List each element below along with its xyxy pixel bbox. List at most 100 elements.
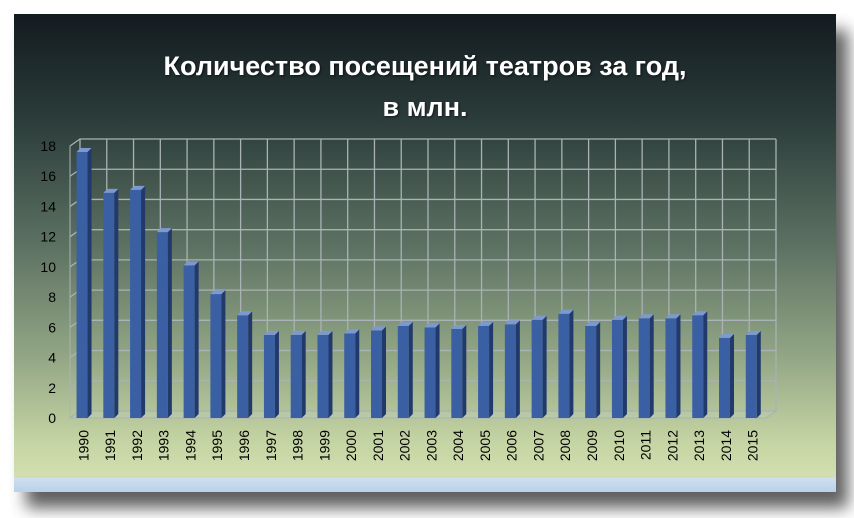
bar-top	[504, 320, 520, 325]
bar-side	[301, 330, 306, 418]
x-tick-label: 2003	[423, 430, 439, 461]
bar	[76, 152, 88, 419]
y-tick-label: 14	[40, 198, 56, 214]
bar-side	[730, 333, 735, 418]
y-tick-label: 4	[48, 350, 56, 366]
bar-side	[141, 185, 146, 418]
bar-top	[130, 185, 146, 190]
gridline-horizontal	[69, 229, 776, 238]
bar-side	[622, 315, 627, 418]
bar	[451, 328, 463, 418]
gridline-horizontal	[69, 168, 776, 177]
bar-side	[328, 330, 333, 418]
bar-top	[424, 323, 440, 328]
bar	[183, 265, 195, 418]
x-tick-label: 1991	[102, 430, 118, 461]
x-tick-label: 2011	[638, 430, 654, 460]
bar-side	[114, 188, 119, 418]
bar	[665, 318, 677, 418]
x-tick-label: 1994	[182, 430, 198, 461]
y-tick-label: 12	[40, 229, 56, 245]
bar-side	[435, 323, 440, 418]
bar-side	[221, 290, 226, 418]
bar	[210, 294, 222, 418]
bar-side	[408, 321, 413, 418]
x-tick-label: 1995	[209, 430, 225, 461]
bar	[371, 330, 383, 418]
bar-side	[676, 314, 681, 418]
bar	[531, 319, 543, 418]
bar-side	[489, 321, 494, 418]
bar	[156, 232, 168, 418]
bar	[130, 189, 142, 418]
x-tick-label: 2000	[343, 430, 359, 461]
bar	[638, 318, 650, 418]
bar-top	[183, 261, 199, 266]
y-tick-label: 18	[40, 138, 56, 154]
gridline-horizontal	[69, 289, 776, 298]
bar	[585, 325, 597, 418]
bar-top	[290, 330, 306, 335]
bar-top	[611, 315, 627, 320]
bar-top	[263, 330, 279, 335]
bar-side	[167, 228, 172, 418]
x-tick-label: 1996	[236, 430, 252, 461]
bar	[237, 315, 249, 418]
x-tick-label: 2014	[718, 430, 734, 461]
x-tick-label: 2004	[450, 430, 466, 461]
x-tick-label: 1993	[156, 430, 172, 461]
y-tick-label: 10	[40, 259, 56, 275]
bar	[478, 325, 490, 418]
bar	[317, 334, 329, 418]
x-tick-label: 1992	[129, 430, 145, 461]
bar-top	[531, 315, 547, 320]
bar-side	[382, 326, 387, 418]
bar-top	[76, 148, 92, 153]
bar-top	[317, 330, 333, 335]
bar-side	[542, 315, 547, 418]
bar	[290, 334, 302, 418]
bar	[745, 334, 757, 418]
bar-side	[355, 329, 360, 418]
bar-side	[87, 148, 92, 419]
x-tick-label: 2009	[584, 430, 600, 461]
gridline-horizontal	[69, 138, 776, 147]
panel-footer-strip	[14, 478, 836, 492]
y-tick-label: 8	[48, 289, 56, 305]
bar-side	[596, 321, 601, 418]
bar	[611, 319, 623, 418]
bar-top	[210, 290, 226, 295]
bar-side	[515, 320, 520, 418]
chart-title-line2: в млн.	[382, 92, 468, 122]
x-tick-label: 1990	[75, 430, 91, 461]
bar-side	[248, 311, 253, 418]
bar-top	[344, 329, 360, 334]
x-tick-label: 2008	[557, 430, 573, 461]
bar-side	[756, 330, 761, 418]
chart-title: Количество посещений театров за год, в м…	[14, 46, 836, 128]
bar	[504, 324, 516, 418]
bar	[424, 327, 436, 418]
y-tick-label: 16	[40, 168, 56, 184]
bar-side	[703, 311, 708, 418]
bar-top	[478, 321, 494, 326]
bar	[719, 337, 731, 418]
bar-top	[745, 330, 761, 335]
x-tick-label: 2007	[530, 430, 546, 461]
bar-top	[719, 333, 735, 338]
bar-side	[194, 261, 199, 418]
x-tick-label: 2010	[611, 430, 627, 461]
bar-top	[665, 314, 681, 319]
x-tick-label: 2015	[745, 430, 761, 461]
bar-side	[462, 324, 467, 418]
x-tick-label: 1998	[290, 430, 306, 461]
bar-side	[274, 330, 279, 418]
x-tick-label: 2001	[370, 430, 386, 461]
y-tick-label: 6	[48, 319, 56, 335]
bar	[692, 315, 704, 418]
x-tick-label: 2012	[664, 430, 680, 461]
bar-top	[156, 228, 172, 233]
bar	[263, 334, 275, 418]
bar	[344, 333, 356, 418]
